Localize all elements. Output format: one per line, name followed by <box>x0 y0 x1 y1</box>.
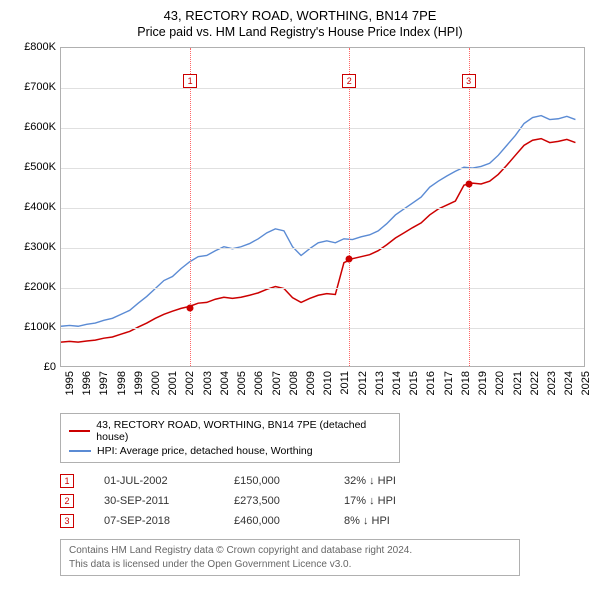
sales-table: 1 01-JUL-2002£150,00032% ↓ HPI 2 30-SEP-201… <box>60 471 590 531</box>
legend-label: HPI: Average price, detached house, Wort… <box>97 445 313 457</box>
sale-marker-line <box>469 48 470 366</box>
sale-marker-badge: 1 <box>183 74 197 88</box>
x-tick-label: 2006 <box>253 371 265 395</box>
sales-row-date: 30-SEP-2011 <box>104 495 234 507</box>
sales-row-price: £273,500 <box>234 495 344 507</box>
x-tick-label: 2002 <box>184 371 196 395</box>
y-tick-label: £600K <box>24 121 56 133</box>
x-tick-label: 2017 <box>443 371 455 395</box>
sale-marker-dot <box>187 305 194 312</box>
x-tick-label: 2001 <box>167 371 179 395</box>
sales-row-diff: 17% ↓ HPI <box>344 495 454 507</box>
y-tick-label: £400K <box>24 201 56 213</box>
gridline <box>61 168 584 169</box>
gridline <box>61 88 584 89</box>
sale-marker-dot <box>465 181 472 188</box>
x-tick-label: 2003 <box>202 371 214 395</box>
x-tick-label: 2020 <box>494 371 506 395</box>
sales-row-badge: 2 <box>60 494 74 508</box>
y-tick-label: £200K <box>24 281 56 293</box>
x-tick-label: 2012 <box>357 371 369 395</box>
sales-row-diff: 32% ↓ HPI <box>344 475 454 487</box>
gridline <box>61 288 584 289</box>
chart-title-address: 43, RECTORY ROAD, WORTHING, BN14 7PE <box>10 8 590 23</box>
sale-marker-dot <box>346 255 353 262</box>
sale-marker-badge: 3 <box>462 74 476 88</box>
y-tick-label: £0 <box>44 361 56 373</box>
x-tick-label: 2019 <box>477 371 489 395</box>
chart-title-subtitle: Price paid vs. HM Land Registry's House … <box>10 25 590 39</box>
x-tick-label: 2025 <box>580 371 592 395</box>
sales-row-badge: 3 <box>60 514 74 528</box>
sales-row-date: 07-SEP-2018 <box>104 515 234 527</box>
legend-swatch <box>69 430 90 432</box>
sales-row: 3 07-SEP-2018£460,0008% ↓ HPI <box>60 511 590 531</box>
chart-area: £0£100K£200K£300K£400K£500K£600K£700K£80… <box>10 47 590 407</box>
y-tick-label: £500K <box>24 161 56 173</box>
x-tick-label: 2009 <box>305 371 317 395</box>
gridline <box>61 208 584 209</box>
x-tick-label: 1998 <box>116 371 128 395</box>
x-tick-label: 2014 <box>391 371 403 395</box>
plot-area: 1 2 3 <box>60 47 585 367</box>
x-tick-label: 2023 <box>546 371 558 395</box>
x-tick-label: 2011 <box>339 371 351 395</box>
gridline <box>61 248 584 249</box>
legend-row: 43, RECTORY ROAD, WORTHING, BN14 7PE (de… <box>69 418 391 444</box>
footer-line2: This data is licensed under the Open Gov… <box>69 558 511 572</box>
sales-row-diff: 8% ↓ HPI <box>344 515 454 527</box>
gridline <box>61 328 584 329</box>
series-line-property <box>61 139 575 343</box>
x-tick-label: 1999 <box>133 371 145 395</box>
sales-row: 1 01-JUL-2002£150,00032% ↓ HPI <box>60 471 590 491</box>
x-tick-label: 2008 <box>288 371 300 395</box>
x-tick-label: 2024 <box>563 371 575 395</box>
x-tick-label: 2018 <box>460 371 472 395</box>
sale-marker-line <box>349 48 350 366</box>
sales-row-date: 01-JUL-2002 <box>104 475 234 487</box>
footer-line1: Contains HM Land Registry data © Crown c… <box>69 544 511 558</box>
sales-row-badge: 1 <box>60 474 74 488</box>
sales-row: 2 30-SEP-2011£273,50017% ↓ HPI <box>60 491 590 511</box>
attribution-footer: Contains HM Land Registry data © Crown c… <box>60 539 520 576</box>
sales-row-price: £150,000 <box>234 475 344 487</box>
x-tick-label: 2015 <box>408 371 420 395</box>
x-tick-label: 1996 <box>81 371 93 395</box>
chart-container: 43, RECTORY ROAD, WORTHING, BN14 7PE Pri… <box>0 0 600 584</box>
x-axis: 1995 1996 1997 1998 1999 2000 2001 2002 2003 2004… <box>60 371 585 407</box>
x-tick-label: 2021 <box>512 371 524 395</box>
gridline <box>61 128 584 129</box>
sale-marker-badge: 2 <box>342 74 356 88</box>
legend: 43, RECTORY ROAD, WORTHING, BN14 7PE (de… <box>60 413 400 463</box>
legend-row: HPI: Average price, detached house, Wort… <box>69 444 391 458</box>
x-tick-label: 1995 <box>64 371 76 395</box>
x-tick-label: 2013 <box>374 371 386 395</box>
x-tick-label: 1997 <box>98 371 110 395</box>
x-tick-label: 2005 <box>236 371 248 395</box>
x-tick-label: 2004 <box>219 371 231 395</box>
sales-row-price: £460,000 <box>234 515 344 527</box>
legend-swatch <box>69 450 91 452</box>
x-tick-label: 2007 <box>271 371 283 395</box>
y-tick-label: £800K <box>24 41 56 53</box>
sale-marker-line <box>190 48 191 366</box>
x-tick-label: 2010 <box>322 371 334 395</box>
y-axis: £0£100K£200K£300K£400K£500K£600K£700K£80… <box>10 47 60 367</box>
x-tick-label: 2022 <box>529 371 541 395</box>
chart-lines <box>61 48 584 366</box>
y-tick-label: £700K <box>24 81 56 93</box>
x-tick-label: 2016 <box>425 371 437 395</box>
legend-label: 43, RECTORY ROAD, WORTHING, BN14 7PE (de… <box>96 419 391 443</box>
y-tick-label: £300K <box>24 241 56 253</box>
y-tick-label: £100K <box>24 321 56 333</box>
x-tick-label: 2000 <box>150 371 162 395</box>
